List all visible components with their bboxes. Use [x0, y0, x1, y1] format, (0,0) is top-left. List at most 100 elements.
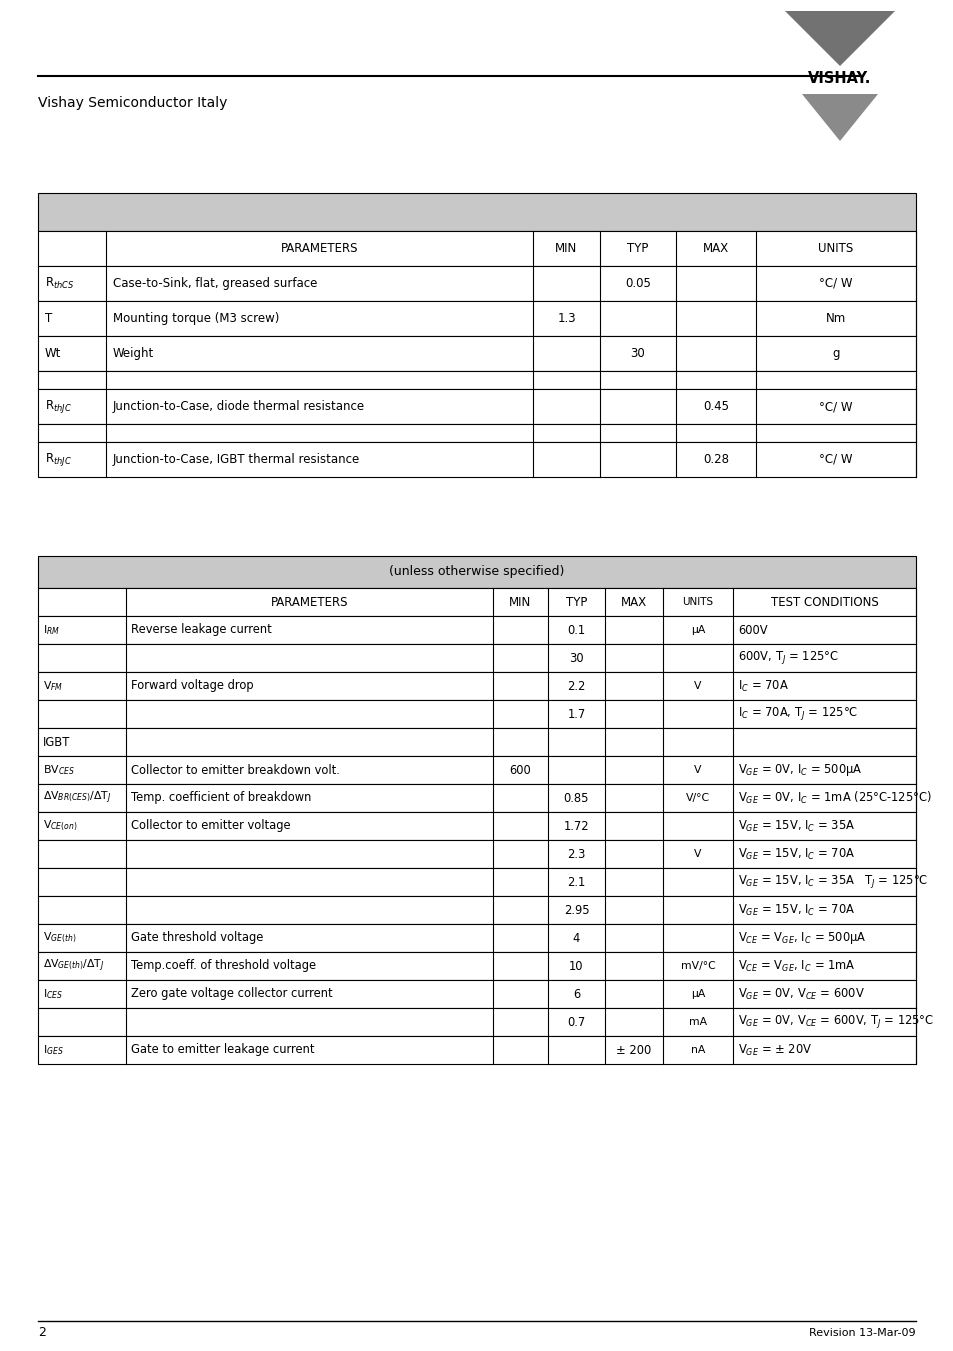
Text: 6: 6 — [572, 988, 579, 1001]
Text: V$_{GE}$ = 15V, I$_{C}$ = 70A: V$_{GE}$ = 15V, I$_{C}$ = 70A — [738, 902, 854, 917]
Bar — [38, 952, 915, 979]
Text: Gate threshold voltage: Gate threshold voltage — [131, 931, 263, 944]
Text: µA: µA — [690, 989, 704, 998]
Text: 10: 10 — [569, 959, 583, 973]
Text: 2.3: 2.3 — [567, 847, 585, 861]
Text: 0.1: 0.1 — [567, 624, 585, 636]
Text: Temp. coefficient of breakdown: Temp. coefficient of breakdown — [131, 792, 311, 804]
Bar — [38, 424, 915, 442]
Text: V$_{GE}$ = 15V, I$_{C}$ = 35A: V$_{GE}$ = 15V, I$_{C}$ = 35A — [738, 819, 854, 834]
Text: V$_{GE(th)}$: V$_{GE(th)}$ — [43, 931, 76, 946]
Text: TYP: TYP — [565, 596, 587, 608]
Bar — [38, 372, 915, 389]
Polygon shape — [784, 11, 894, 66]
Bar — [38, 557, 915, 588]
Text: Wt: Wt — [45, 347, 61, 359]
Text: mV/°C: mV/°C — [679, 961, 715, 971]
Text: °C/ W: °C/ W — [819, 400, 852, 413]
Text: IGBT: IGBT — [43, 735, 71, 748]
Text: 1.72: 1.72 — [563, 820, 589, 832]
Text: TEST CONDITIONS: TEST CONDITIONS — [770, 596, 878, 608]
Text: Weight: Weight — [112, 347, 154, 359]
Text: I$_{GES}$: I$_{GES}$ — [43, 1043, 64, 1056]
Text: V$_{GE}$ = 15V, I$_{C}$ = 35A   T$_{J}$ = 125°C: V$_{GE}$ = 15V, I$_{C}$ = 35A T$_{J}$ = … — [738, 874, 927, 890]
Text: 600V: 600V — [738, 624, 767, 636]
Text: Temp.coeff. of threshold voltage: Temp.coeff. of threshold voltage — [131, 959, 315, 973]
Text: Collector to emitter breakdown volt.: Collector to emitter breakdown volt. — [131, 763, 339, 777]
Bar — [38, 644, 915, 671]
Text: V$_{GE}$ = ± 20V: V$_{GE}$ = ± 20V — [738, 1043, 811, 1058]
Text: MIN: MIN — [509, 596, 531, 608]
Text: °C/ W: °C/ W — [819, 277, 852, 290]
Text: Nm: Nm — [825, 312, 845, 326]
Text: V$_{CE}$ = V$_{GE}$, I$_{C}$ = 1mA: V$_{CE}$ = V$_{GE}$, I$_{C}$ = 1mA — [738, 958, 855, 974]
Text: R$_{thJC}$: R$_{thJC}$ — [45, 451, 71, 467]
Text: Reverse leakage current: Reverse leakage current — [131, 624, 272, 636]
Text: V: V — [694, 848, 701, 859]
Text: 2.1: 2.1 — [567, 875, 585, 889]
Bar — [38, 301, 915, 336]
Bar — [38, 1036, 915, 1065]
Text: 600V, T$_{J}$ = 125°C: 600V, T$_{J}$ = 125°C — [738, 650, 838, 666]
Text: ΔV$_{BR(CES)}$/ΔT$_{J}$: ΔV$_{BR(CES)}$/ΔT$_{J}$ — [43, 790, 112, 807]
Text: V: V — [694, 765, 701, 775]
Polygon shape — [801, 95, 877, 141]
Text: V$_{GE}$ = 0V, I$_{C}$ = 1mA (25°C-125°C): V$_{GE}$ = 0V, I$_{C}$ = 1mA (25°C-125°C… — [738, 790, 931, 807]
Text: 0.7: 0.7 — [567, 1016, 585, 1028]
Bar — [38, 616, 915, 644]
Bar — [38, 231, 915, 266]
Text: Mounting torque (M3 screw): Mounting torque (M3 screw) — [112, 312, 279, 326]
Text: I$_{C}$ = 70A: I$_{C}$ = 70A — [738, 678, 788, 693]
Bar — [38, 784, 915, 812]
Text: Junction-to-Case, IGBT thermal resistance: Junction-to-Case, IGBT thermal resistanc… — [112, 453, 360, 466]
Text: V$_{CE(on)}$: V$_{CE(on)}$ — [43, 819, 77, 834]
Text: 1.3: 1.3 — [557, 312, 576, 326]
Text: 2.95: 2.95 — [563, 904, 589, 916]
Bar — [38, 336, 915, 372]
Text: MIN: MIN — [555, 242, 577, 255]
Bar — [38, 924, 915, 952]
Text: V$_{CE}$ = V$_{GE}$, I$_{C}$ = 500µA: V$_{CE}$ = V$_{GE}$, I$_{C}$ = 500µA — [738, 929, 865, 946]
Text: TYP: TYP — [627, 242, 648, 255]
Bar — [38, 728, 915, 757]
Text: UNITS: UNITS — [818, 242, 853, 255]
Bar — [38, 389, 915, 424]
Bar — [38, 840, 915, 867]
Bar — [38, 757, 915, 784]
Text: Forward voltage drop: Forward voltage drop — [131, 680, 253, 693]
Text: V: V — [694, 681, 701, 690]
Bar — [38, 896, 915, 924]
Text: Vishay Semiconductor Italy: Vishay Semiconductor Italy — [38, 96, 227, 109]
Bar — [38, 266, 915, 301]
Bar — [38, 588, 915, 616]
Text: 4: 4 — [572, 931, 579, 944]
Text: 30: 30 — [569, 651, 583, 665]
Text: (unless otherwise specified): (unless otherwise specified) — [389, 566, 564, 578]
Text: Zero gate voltage collector current: Zero gate voltage collector current — [131, 988, 333, 1001]
Text: ΔV$_{GE(th)}$/ΔT$_{J}$: ΔV$_{GE(th)}$/ΔT$_{J}$ — [43, 958, 105, 974]
Text: PARAMETERS: PARAMETERS — [280, 242, 358, 255]
Text: I$_{RM}$: I$_{RM}$ — [43, 623, 60, 636]
Text: 0.85: 0.85 — [563, 792, 589, 804]
Text: V$_{GE}$ = 0V, V$_{CE}$ = 600V, T$_{J}$ = 125°C: V$_{GE}$ = 0V, V$_{CE}$ = 600V, T$_{J}$ … — [738, 1013, 933, 1031]
Text: V$_{GE}$ = 0V, V$_{CE}$ = 600V: V$_{GE}$ = 0V, V$_{CE}$ = 600V — [738, 986, 864, 1001]
Text: 0.45: 0.45 — [702, 400, 728, 413]
Text: MAX: MAX — [620, 596, 646, 608]
Text: Collector to emitter voltage: Collector to emitter voltage — [131, 820, 291, 832]
Text: PARAMETERS: PARAMETERS — [271, 596, 348, 608]
Text: mA: mA — [688, 1017, 706, 1027]
Text: g: g — [831, 347, 839, 359]
Text: V$_{GE}$ = 15V, I$_{C}$ = 70A: V$_{GE}$ = 15V, I$_{C}$ = 70A — [738, 847, 854, 862]
Text: R$_{thJC}$: R$_{thJC}$ — [45, 399, 71, 415]
Bar — [38, 979, 915, 1008]
Text: 30: 30 — [630, 347, 644, 359]
Text: UNITS: UNITS — [681, 597, 713, 607]
Text: µA: µA — [690, 626, 704, 635]
Text: T: T — [45, 312, 52, 326]
Bar — [38, 193, 915, 231]
Text: 0.05: 0.05 — [624, 277, 650, 290]
Text: V/°C: V/°C — [685, 793, 709, 802]
Text: nA: nA — [690, 1046, 704, 1055]
Bar — [38, 812, 915, 840]
Bar — [38, 1008, 915, 1036]
